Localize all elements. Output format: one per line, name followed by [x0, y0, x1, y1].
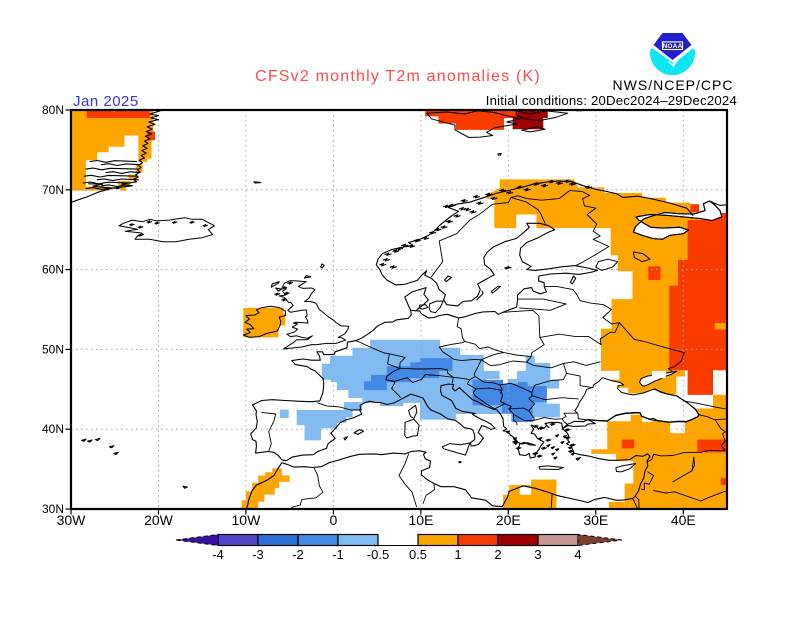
svg-text:-0.5: -0.5 — [367, 547, 389, 562]
svg-text:10E: 10E — [408, 512, 433, 528]
svg-text:60N: 60N — [42, 263, 64, 277]
svg-text:1: 1 — [454, 547, 461, 562]
svg-text:Initial conditions: 20Dec2024–: Initial conditions: 20Dec2024–29Dec2024 — [486, 93, 737, 108]
svg-text:70N: 70N — [42, 183, 64, 197]
svg-text:2: 2 — [494, 547, 501, 562]
svg-text:-2: -2 — [292, 547, 304, 562]
svg-text:NOAA: NOAA — [663, 43, 683, 50]
svg-text:20W: 20W — [144, 512, 174, 528]
svg-text:NWS/NCEP/CPC: NWS/NCEP/CPC — [613, 77, 734, 93]
svg-text:20E: 20E — [496, 512, 521, 528]
svg-text:CFSv2 monthly T2m anomalies: CFSv2 monthly T2m anomalies (K) — [255, 68, 541, 85]
svg-text:-1: -1 — [332, 547, 344, 562]
svg-text:-3: -3 — [252, 547, 264, 562]
svg-text:Jan 2025: Jan 2025 — [73, 93, 139, 110]
svg-text:3: 3 — [534, 547, 541, 562]
svg-text:-4: -4 — [212, 547, 224, 562]
svg-text:30E: 30E — [583, 512, 608, 528]
svg-text:30N: 30N — [42, 502, 64, 516]
svg-text:40E: 40E — [671, 512, 696, 528]
svg-text:0.5: 0.5 — [409, 547, 427, 562]
svg-text:80N: 80N — [42, 103, 64, 117]
svg-text:30W: 30W — [57, 512, 87, 528]
svg-text:50N: 50N — [42, 342, 64, 356]
svg-text:0: 0 — [330, 512, 338, 528]
svg-text:40N: 40N — [42, 422, 64, 436]
svg-text:4: 4 — [574, 547, 581, 562]
svg-text:10W: 10W — [232, 512, 262, 528]
